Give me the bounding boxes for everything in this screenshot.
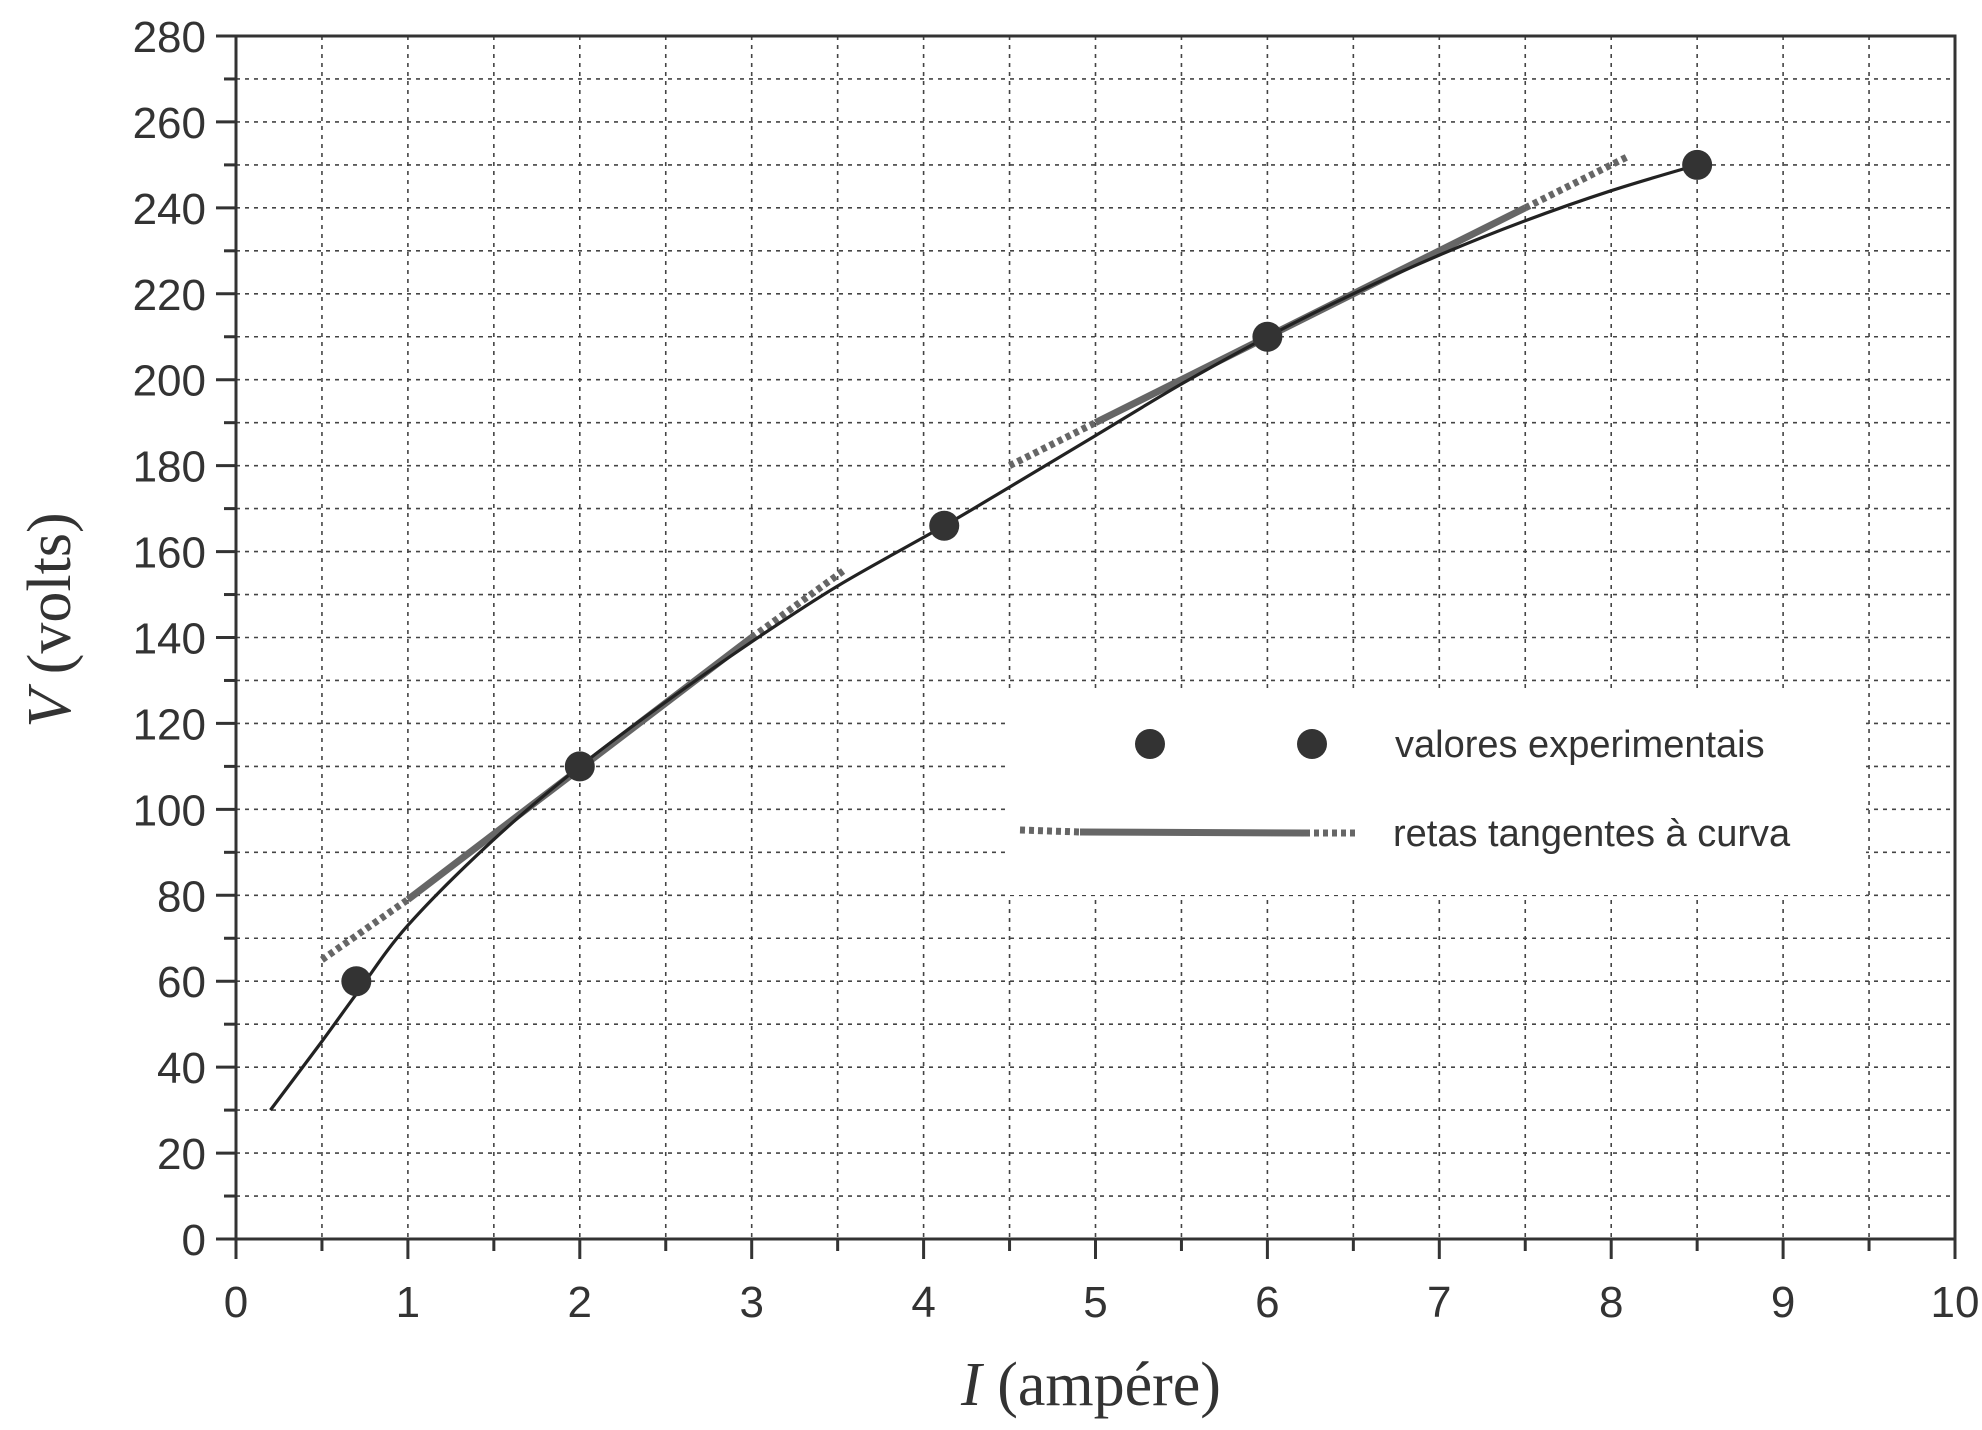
y-tick-label: 20 (157, 1130, 206, 1179)
legend-tangent-dotted-left (1019, 826, 1081, 836)
x-axis-unit: (ampére) (997, 1351, 1221, 1419)
data-point (1252, 321, 1283, 352)
x-tick-label: 6 (1255, 1278, 1279, 1327)
x-tick-label: 10 (1931, 1278, 1980, 1327)
x-tick-label: 3 (739, 1278, 763, 1327)
y-axis-variable: V (16, 684, 84, 728)
x-tick-label: 5 (1083, 1278, 1107, 1327)
legend-label-tangents: retas tangentes à curva (1393, 813, 1791, 855)
tangent-dotted-segment (1007, 419, 1098, 469)
y-tick-labels: 0 20 40 60 80 100 120 140 160 180 200 220 240 260 280 (133, 13, 206, 1265)
y-tick-label: 260 (133, 99, 206, 148)
data-point (341, 966, 372, 997)
tangent-dotted-segment (1523, 153, 1630, 211)
y-tick-label: 80 (157, 872, 206, 921)
y-axis-title: V (volts) (16, 512, 84, 727)
x-tick-label: 0 (224, 1278, 248, 1327)
legend: valores experimentais retas tangentes à … (1008, 688, 1866, 895)
x-tick-label: 4 (911, 1278, 935, 1327)
data-point (1682, 149, 1713, 180)
data-point (564, 751, 595, 782)
grid (236, 36, 1955, 1239)
y-tick-label: 200 (133, 357, 206, 406)
y-tick-label: 180 (133, 443, 206, 492)
y-tick-label: 220 (133, 271, 206, 320)
x-tick-label: 2 (568, 1278, 592, 1327)
tangent-dotted-segment (319, 896, 410, 963)
tangent-dotted-segment (749, 565, 849, 641)
y-tick-label: 240 (133, 185, 206, 234)
legend-marker-1 (1135, 729, 1165, 759)
axis-ticks (216, 34, 1957, 1259)
y-tick-label: 140 (133, 615, 206, 664)
x-axis-variable: I (960, 1351, 985, 1419)
x-tick-label: 1 (396, 1278, 420, 1327)
x-axis-title: I (ampére) (960, 1351, 1221, 1419)
y-tick-label: 100 (133, 786, 206, 835)
legend-marker-2 (1297, 729, 1327, 759)
legend-label-points: valores experimentais (1395, 724, 1765, 766)
y-tick-label: 280 (133, 13, 206, 62)
legend-tangent-solid (1079, 828, 1306, 837)
y-tick-label: 0 (182, 1216, 206, 1265)
data-points (341, 149, 1713, 997)
y-tick-label: 120 (133, 700, 206, 749)
x-tick-label: 9 (1771, 1278, 1795, 1327)
y-axis-unit: (volts) (16, 512, 84, 674)
y-tick-label: 40 (157, 1044, 206, 1093)
x-tick-labels: 0 1 2 3 4 5 6 7 8 9 10 (224, 1278, 1980, 1327)
x-tick-label: 7 (1427, 1278, 1451, 1327)
legend-box (1008, 688, 1866, 895)
data-point (929, 510, 960, 541)
y-tick-label: 160 (133, 529, 206, 578)
y-tick-label: 60 (157, 958, 206, 1007)
x-tick-label: 8 (1599, 1278, 1623, 1327)
